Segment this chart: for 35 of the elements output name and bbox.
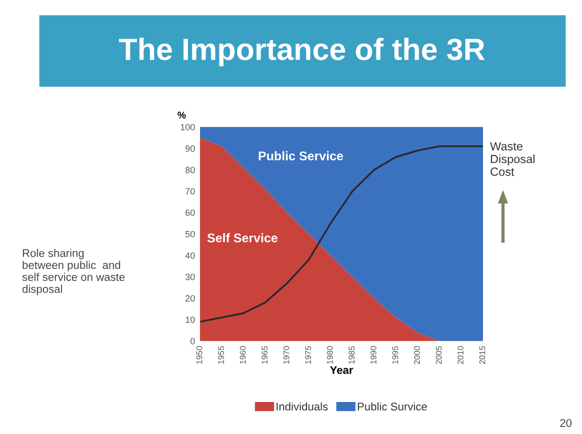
x-tick-label: 2000: [414, 346, 420, 364]
x-tick-label: 1995: [392, 346, 398, 364]
x-tick-label: 2005: [436, 346, 442, 364]
y-tick-label: 20: [186, 295, 195, 302]
chart-title: The Importance of the 3R: [119, 38, 485, 66]
y-tick-label: 0: [190, 338, 195, 344]
y-tick-label: 70: [186, 188, 195, 195]
y-tick-label: 40: [185, 252, 195, 259]
x-axis-title: Year: [330, 366, 354, 374]
x-tick-label: 1955: [218, 346, 224, 364]
legend-label: Public Survice: [358, 402, 427, 411]
y-tick-label: 30: [185, 274, 195, 280]
x-tick-label: 1970: [283, 346, 290, 364]
annotation: Public Service: [258, 151, 344, 160]
y-tick-label: 80: [185, 166, 195, 174]
y-tick-label: 100: [180, 124, 195, 130]
x-tick-label: 2015: [479, 346, 486, 364]
x-tick-label: 1950: [196, 346, 202, 364]
x-tick-label: 1990: [370, 346, 376, 364]
annotation: Self Service: [207, 233, 278, 242]
y-tick-label: 10: [186, 316, 195, 323]
text: Role sharing between public and self service on waste disposal: [22, 248, 125, 296]
y-tick-label: 60: [186, 210, 195, 216]
x-tick-label: 1985: [348, 346, 355, 364]
x-tick-label: 1975: [305, 346, 312, 364]
x-tick-label: 1960: [240, 346, 246, 364]
x-tick-label: 1965: [262, 346, 268, 364]
series-label: Waste Disposal Cost: [490, 142, 534, 176]
y-tick-label: 90: [186, 145, 195, 152]
x-tick-label: 2010: [458, 346, 464, 364]
text: 20: [560, 419, 572, 427]
x-tick-label: 1980: [326, 346, 333, 364]
y-axis-title: %: [178, 112, 186, 119]
legend-label: Individuals: [276, 402, 328, 411]
y-tick-label: 50: [185, 230, 195, 238]
